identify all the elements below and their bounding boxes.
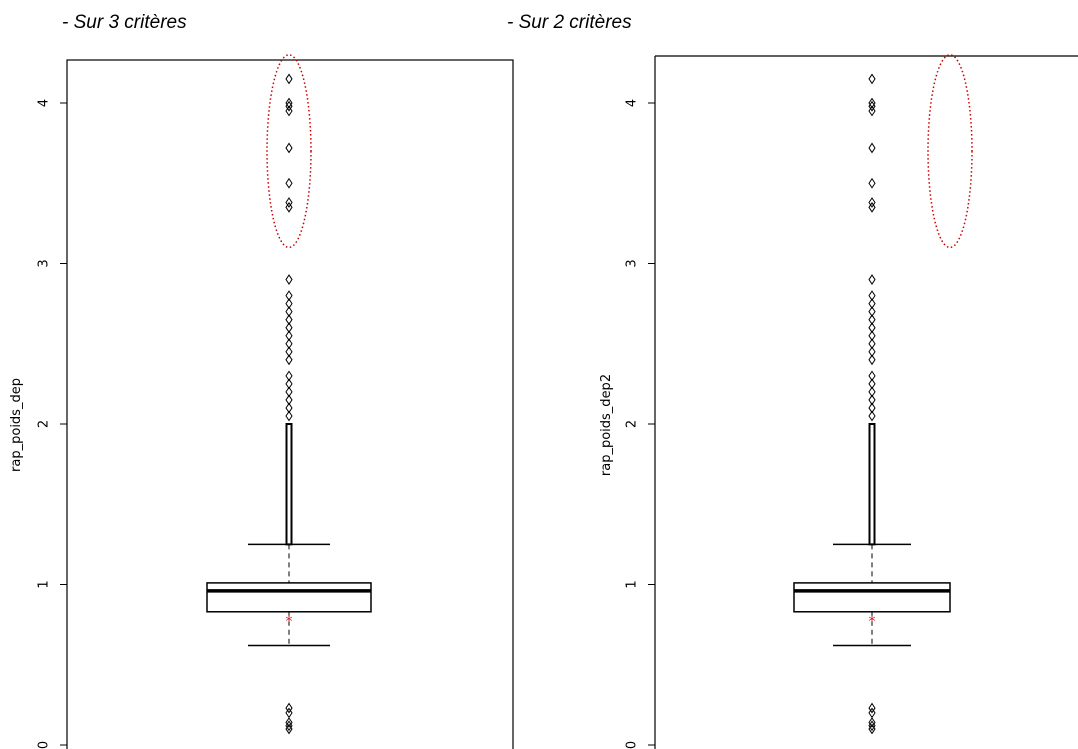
outlier-point-low-2 [868, 717, 876, 728]
y-tick-label-4: 4 [625, 99, 640, 107]
outlier-point-high-22 [868, 97, 876, 109]
outlier-point-low-0 [868, 723, 876, 735]
outlier-point-high-9 [868, 330, 876, 342]
outlier-point-high-4 [868, 378, 876, 390]
outlier-point-high-22 [285, 97, 293, 109]
outlier-point-low-3 [285, 707, 293, 719]
boxplot-panel-2: 0 1 2 3 4 rap_poids_dep2 * [599, 54, 1078, 749]
outlier-point-high-5 [285, 370, 293, 382]
y-tick-label-4: 4 [37, 99, 52, 107]
outlier-dense-band [285, 423, 293, 546]
y-tick-label-2: 2 [37, 420, 52, 428]
caption-sur-2-criteres: - Sur 2 critères [507, 12, 632, 33]
outlier-point-high-15 [285, 274, 293, 285]
outlier-point-high-8 [868, 338, 876, 350]
mean-marker: * [286, 614, 293, 630]
y-tick-label-3: 3 [625, 259, 640, 267]
plot-frame [66, 59, 514, 749]
outlier-point-high-1 [868, 402, 876, 414]
outlier-point-high-5 [868, 370, 876, 382]
y-axis-label: rap_poids_dep [9, 378, 24, 472]
outlier-point-high-20 [868, 105, 876, 117]
outlier-point-high-11 [868, 314, 876, 326]
outlier-point-high-19 [285, 142, 293, 154]
outlier-point-low-4 [868, 702, 876, 714]
outlier-point-high-6 [285, 354, 293, 366]
outlier-point-high-17 [868, 197, 876, 208]
outlier-point-high-8 [285, 338, 293, 350]
y-tick-label-2: 2 [625, 420, 640, 428]
outlier-point-low-4 [285, 702, 293, 714]
outlier-point-high-9 [285, 330, 293, 342]
outlier-point-high-12 [868, 306, 876, 318]
outlier-point-high-3 [868, 386, 876, 398]
outlier-point-low-1 [868, 720, 876, 732]
boxplot-panel-1: 0 1 2 3 4 rap_poids_dep * [9, 54, 514, 749]
outlier-point-high-11 [285, 314, 293, 326]
outlier-point-high-14 [868, 290, 876, 302]
outlier-point-high-10 [868, 322, 876, 334]
outlier-point-high-13 [868, 298, 876, 310]
mean-marker: * [869, 614, 876, 630]
outlier-dense-band [868, 423, 876, 546]
outlier-point-high-15 [868, 274, 876, 285]
outlier-point-high-13 [285, 298, 293, 310]
outlier-point-low-3 [868, 707, 876, 719]
outlier-point-low-0 [285, 723, 293, 735]
y-tick-label-1: 1 [625, 580, 640, 588]
y-tick-label-0: 0 [37, 741, 52, 749]
outlier-point-high-7 [868, 346, 876, 358]
outlier-point-high-19 [868, 142, 876, 154]
y-tick-label-1: 1 [37, 580, 52, 588]
outlier-point-high-0 [868, 410, 876, 422]
outlier-point-high-20 [285, 105, 293, 117]
outlier-point-high-3 [285, 386, 293, 398]
outlier-point-low-2 [285, 717, 293, 728]
outlier-point-high-18 [868, 177, 876, 189]
y-tick-label-0: 0 [625, 741, 640, 749]
outlier-point-high-12 [285, 306, 293, 318]
iqr-box [206, 582, 372, 613]
highlight-ellipse [266, 54, 312, 249]
y-axis-label: rap_poids_dep2 [599, 374, 614, 476]
outlier-point-high-18 [285, 177, 293, 189]
outlier-point-high-16 [285, 201, 293, 213]
outlier-point-high-4 [285, 378, 293, 390]
outlier-point-high-7 [285, 346, 293, 358]
caption-sur-3-criteres: - Sur 3 critères [62, 12, 187, 33]
outlier-point-high-2 [285, 394, 293, 406]
outlier-point-high-14 [285, 290, 293, 302]
outlier-point-low-1 [285, 720, 293, 732]
outlier-point-high-16 [868, 201, 876, 213]
iqr-box [793, 582, 951, 613]
outlier-point-high-23 [285, 73, 293, 85]
outlier-point-high-1 [285, 402, 293, 414]
y-tick-label-3: 3 [37, 259, 52, 267]
outlier-point-high-23 [868, 73, 876, 85]
outlier-point-high-6 [868, 354, 876, 366]
outlier-point-high-10 [285, 322, 293, 334]
highlight-ellipse [927, 54, 973, 249]
outlier-point-high-2 [868, 394, 876, 406]
outlier-point-high-17 [285, 197, 293, 208]
outlier-point-high-0 [285, 410, 293, 422]
